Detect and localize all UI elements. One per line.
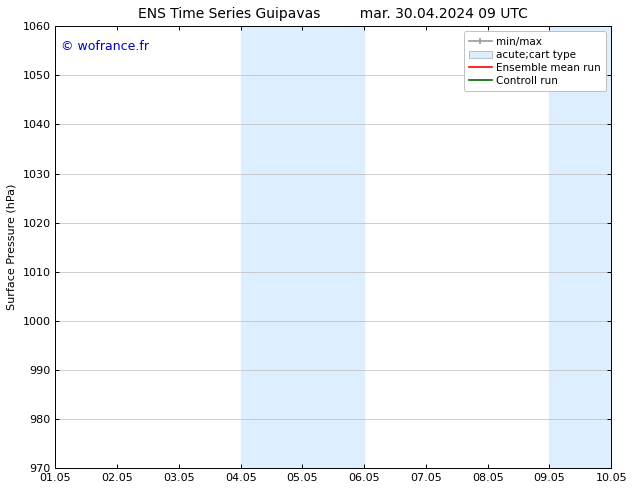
Title: ENS Time Series Guipavas         mar. 30.04.2024 09 UTC: ENS Time Series Guipavas mar. 30.04.2024… [138,7,528,21]
Legend: min/max, acute;cart type, Ensemble mean run, Controll run: min/max, acute;cart type, Ensemble mean … [464,31,606,91]
Bar [241,26,302,468]
Y-axis label: Surface Pressure (hPa): Surface Pressure (hPa) [7,184,17,311]
Text: © wofrance.fr: © wofrance.fr [61,40,149,52]
Bar [550,26,611,468]
Bar [302,26,365,468]
